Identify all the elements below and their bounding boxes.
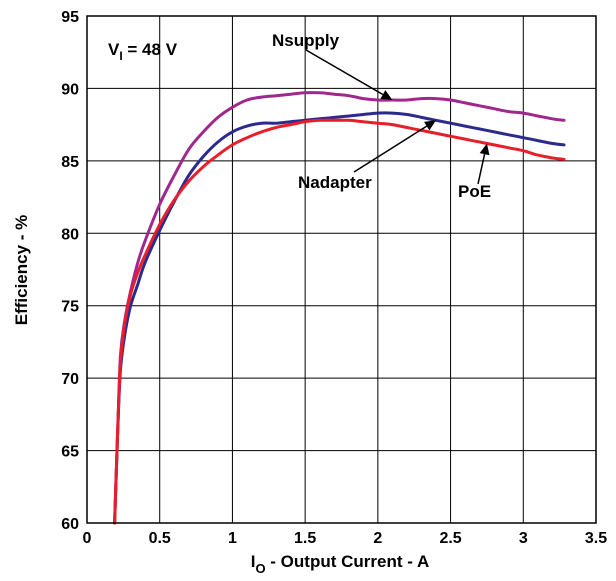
y-tick-labels: 60 65 70 75 80 85 90 95 xyxy=(61,9,79,533)
plot-frame xyxy=(86,15,597,524)
x-tick-label: 1 xyxy=(228,530,237,547)
annotation-arrowhead xyxy=(479,143,490,156)
x-tick-label: 3.5 xyxy=(585,530,607,547)
y-tick-label: 90 xyxy=(61,81,79,98)
annotation-label-poe: PoE xyxy=(458,182,491,201)
grid xyxy=(87,16,596,523)
x-tick-label: 2 xyxy=(373,530,382,547)
annotation-arrow xyxy=(353,125,428,173)
x-tick-label: 0 xyxy=(83,530,92,547)
y-tick-label: 85 xyxy=(61,154,79,171)
annotation-label-nadapter: Nadapter xyxy=(298,173,372,192)
y-tick-label: 95 xyxy=(61,9,79,26)
y-tick-label: 75 xyxy=(61,299,79,316)
annotation-arrowhead xyxy=(424,120,437,131)
annotation-arrow xyxy=(305,49,384,96)
annotation-arrow xyxy=(477,154,486,185)
y-tick-label: 80 xyxy=(61,226,79,243)
annotation-arrowhead xyxy=(380,90,393,101)
x-tick-labels: 0 0.5 1 1.5 2 2.5 3 3.5 xyxy=(83,530,608,547)
x-tick-label: 3 xyxy=(519,530,528,547)
y-axis-title: Efficiency - % xyxy=(12,215,31,326)
y-tick-label: 70 xyxy=(61,371,79,388)
x-axis-title: IO - Output Current - A xyxy=(251,552,430,576)
x-tick-label: 0.5 xyxy=(149,530,171,547)
series-line-poe xyxy=(113,118,566,525)
annotation-label-nsupply: Nsupply xyxy=(272,31,340,50)
series-annotations: Nsupply Nadapter PoE xyxy=(272,31,491,201)
x-tick-label: 2.5 xyxy=(439,530,461,547)
x-tick-label: 1.5 xyxy=(294,530,316,547)
y-tick-label: 60 xyxy=(61,516,79,533)
series-lines xyxy=(113,91,566,525)
series-line-nsupply xyxy=(113,91,566,525)
condition-label: VI = 48 V xyxy=(108,40,178,63)
y-tick-label: 65 xyxy=(61,444,79,461)
